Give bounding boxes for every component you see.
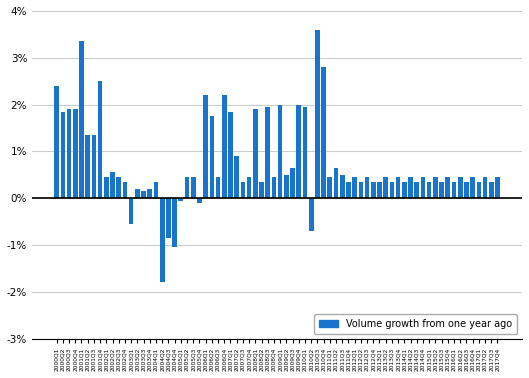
Bar	[445, 177, 450, 198]
Bar	[67, 109, 71, 198]
Bar	[228, 112, 233, 198]
Bar	[253, 109, 258, 198]
Bar	[73, 109, 78, 198]
Bar	[433, 177, 437, 198]
Bar	[135, 189, 140, 198]
Bar	[271, 177, 276, 198]
Bar	[402, 182, 407, 198]
Bar	[60, 112, 65, 198]
Bar	[464, 182, 469, 198]
Bar	[153, 182, 158, 198]
Bar	[247, 177, 251, 198]
Bar	[85, 135, 90, 198]
Bar	[315, 29, 320, 198]
Bar	[141, 191, 146, 198]
Bar	[148, 189, 152, 198]
Bar	[191, 177, 196, 198]
Bar	[489, 182, 494, 198]
Bar	[222, 95, 226, 198]
Bar	[421, 177, 425, 198]
Bar	[116, 177, 121, 198]
Bar	[166, 198, 171, 238]
Bar	[359, 182, 363, 198]
Bar	[452, 182, 457, 198]
Bar	[92, 135, 96, 198]
Bar	[477, 182, 481, 198]
Bar	[303, 107, 307, 198]
Bar	[470, 177, 475, 198]
Bar	[197, 198, 202, 203]
Bar	[129, 198, 133, 224]
Bar	[234, 156, 239, 198]
Bar	[98, 81, 103, 198]
Bar	[414, 182, 419, 198]
Bar	[352, 177, 357, 198]
Bar	[172, 198, 177, 247]
Bar	[389, 182, 394, 198]
Bar	[216, 177, 221, 198]
Bar	[439, 182, 444, 198]
Bar	[104, 177, 108, 198]
Bar	[278, 105, 282, 198]
Bar	[241, 182, 245, 198]
Bar	[209, 116, 214, 198]
Bar	[346, 182, 351, 198]
Bar	[427, 182, 432, 198]
Bar	[54, 86, 59, 198]
Bar	[371, 182, 376, 198]
Bar	[396, 177, 400, 198]
Bar	[327, 177, 332, 198]
Bar	[296, 105, 301, 198]
Bar	[321, 67, 326, 198]
Bar	[309, 198, 314, 231]
Bar	[408, 177, 413, 198]
Bar	[79, 41, 84, 198]
Bar	[123, 182, 127, 198]
Bar	[185, 177, 189, 198]
Bar	[259, 182, 264, 198]
Bar	[110, 172, 115, 198]
Bar	[266, 107, 270, 198]
Bar	[340, 175, 344, 198]
Bar	[178, 198, 183, 201]
Bar	[482, 177, 487, 198]
Bar	[377, 182, 382, 198]
Bar	[365, 177, 369, 198]
Bar	[458, 177, 462, 198]
Bar	[203, 95, 208, 198]
Bar	[334, 168, 339, 198]
Bar	[384, 177, 388, 198]
Legend: Volume growth from one year ago: Volume growth from one year ago	[314, 314, 517, 334]
Bar	[495, 177, 500, 198]
Bar	[290, 168, 295, 198]
Bar	[284, 175, 289, 198]
Bar	[160, 198, 165, 282]
